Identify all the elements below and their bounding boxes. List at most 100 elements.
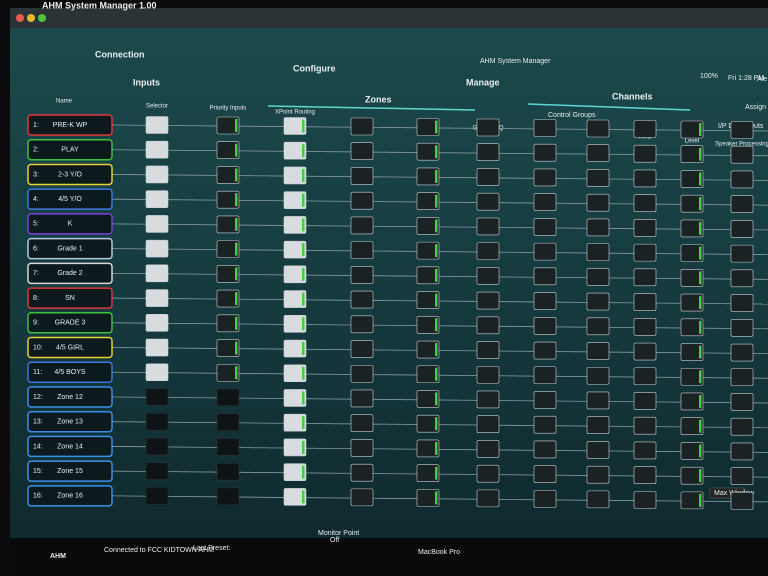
cell — [533, 242, 557, 261]
cell — [680, 343, 704, 361]
cell — [216, 116, 240, 135]
tab-manage[interactable]: Manage — [466, 77, 500, 87]
channel-button[interactable] — [27, 361, 113, 383]
channel-name[interactable]: Zone 16 — [57, 493, 83, 500]
channel-button[interactable] — [27, 114, 113, 136]
cell — [350, 290, 374, 309]
channel-button[interactable] — [27, 188, 113, 210]
channel-name[interactable]: 4/5 Y/O — [58, 196, 82, 203]
cell — [216, 487, 240, 506]
channel-name[interactable]: 2-3 Y/O — [58, 171, 83, 178]
tab-configure[interactable]: Configure — [293, 63, 336, 73]
channel-number[interactable]: 6: — [33, 245, 39, 252]
channel-number[interactable]: 12: — [33, 394, 43, 401]
meter — [699, 444, 702, 458]
channel-button[interactable] — [27, 410, 113, 433]
channel-number[interactable]: 9: — [33, 320, 39, 327]
channel-number[interactable]: 11: — [33, 369, 42, 376]
channel-number[interactable]: 14: — [33, 443, 43, 450]
meter — [302, 168, 305, 182]
cell — [680, 466, 704, 485]
meter — [302, 416, 305, 430]
cell — [216, 339, 240, 357]
channel-number[interactable]: 5: — [33, 221, 39, 228]
cell — [730, 269, 754, 288]
channel-number[interactable]: 7: — [33, 270, 39, 277]
cell — [350, 414, 374, 433]
meter — [235, 292, 238, 306]
cell — [350, 191, 374, 210]
tab-assign[interactable]: Assign — [745, 104, 766, 111]
channel-button[interactable] — [27, 485, 113, 507]
tab-zones[interactable]: Zones — [365, 94, 392, 104]
tab-channels[interactable]: Channels — [612, 91, 653, 101]
channel-button[interactable] — [27, 262, 113, 285]
cell — [533, 143, 557, 162]
cell — [586, 169, 610, 187]
channel-number[interactable]: 2: — [33, 147, 39, 154]
channel-button[interactable] — [27, 336, 113, 359]
meter — [699, 172, 702, 186]
channel-number[interactable]: 13: — [33, 419, 43, 426]
tab-inputs[interactable]: Inputs — [133, 77, 160, 87]
close-button[interactable] — [16, 14, 24, 22]
channel-name[interactable]: 4/5 BOYS — [54, 369, 85, 376]
channel-name[interactable]: PRE-K WP — [53, 122, 88, 129]
cell — [533, 490, 557, 508]
channel-button[interactable] — [27, 460, 113, 482]
channel-button[interactable] — [27, 435, 113, 458]
cell — [633, 219, 657, 237]
cell — [350, 266, 374, 284]
meter — [235, 341, 238, 355]
channel-number[interactable]: 1: — [33, 122, 39, 129]
channel-name[interactable]: Zone 12 — [57, 394, 83, 401]
cell — [145, 215, 169, 233]
channel-button[interactable] — [27, 163, 113, 186]
channel-button[interactable] — [27, 138, 113, 161]
cell — [216, 363, 240, 382]
zoom-button[interactable] — [38, 14, 46, 22]
cell — [633, 317, 657, 336]
cell — [283, 438, 307, 457]
channel-number[interactable]: 4: — [33, 196, 39, 203]
channel-number[interactable]: 16: — [33, 493, 43, 500]
cell — [350, 439, 374, 457]
cell — [730, 492, 754, 510]
channel-name[interactable]: Zone 14 — [57, 443, 83, 450]
cell — [416, 142, 440, 161]
cell — [476, 341, 500, 359]
tab-control-groups[interactable]: Control Groups — [548, 112, 596, 119]
meter — [699, 296, 702, 310]
cell — [533, 316, 557, 335]
channel-name[interactable]: Zone 13 — [57, 419, 83, 426]
channel-button[interactable] — [27, 237, 113, 260]
channel-name[interactable]: 4/5 GIRL — [56, 344, 84, 351]
channel-name[interactable]: Zone 15 — [57, 468, 83, 475]
cell — [476, 168, 500, 186]
tab-connection[interactable]: Connection — [95, 49, 145, 59]
channel-button[interactable] — [27, 287, 113, 309]
cell — [586, 144, 610, 163]
channel-number[interactable]: 10: — [33, 344, 43, 351]
channel-name[interactable]: PLAY — [61, 147, 79, 154]
channel-button[interactable] — [27, 213, 113, 235]
channel-name[interactable]: GRADE 3 — [55, 320, 86, 327]
cell — [350, 463, 374, 482]
column-header: Name — [56, 99, 73, 105]
channel-button[interactable] — [27, 386, 113, 408]
channel-number[interactable]: 3: — [33, 171, 39, 178]
cell — [533, 415, 557, 434]
channel-name[interactable]: Grade 2 — [57, 270, 82, 277]
cell — [633, 392, 657, 410]
channel-name[interactable]: K — [68, 221, 73, 228]
minimize-button[interactable] — [27, 14, 35, 22]
cell — [533, 341, 557, 360]
channel-number[interactable]: 8: — [33, 295, 39, 302]
cell — [350, 241, 374, 259]
channel-name[interactable]: Grade 1 — [57, 245, 82, 252]
cell — [476, 365, 500, 384]
channel-name[interactable]: SN — [65, 295, 75, 302]
cell — [350, 315, 374, 334]
channel-button[interactable] — [27, 312, 113, 334]
channel-number[interactable]: 15: — [33, 468, 43, 475]
